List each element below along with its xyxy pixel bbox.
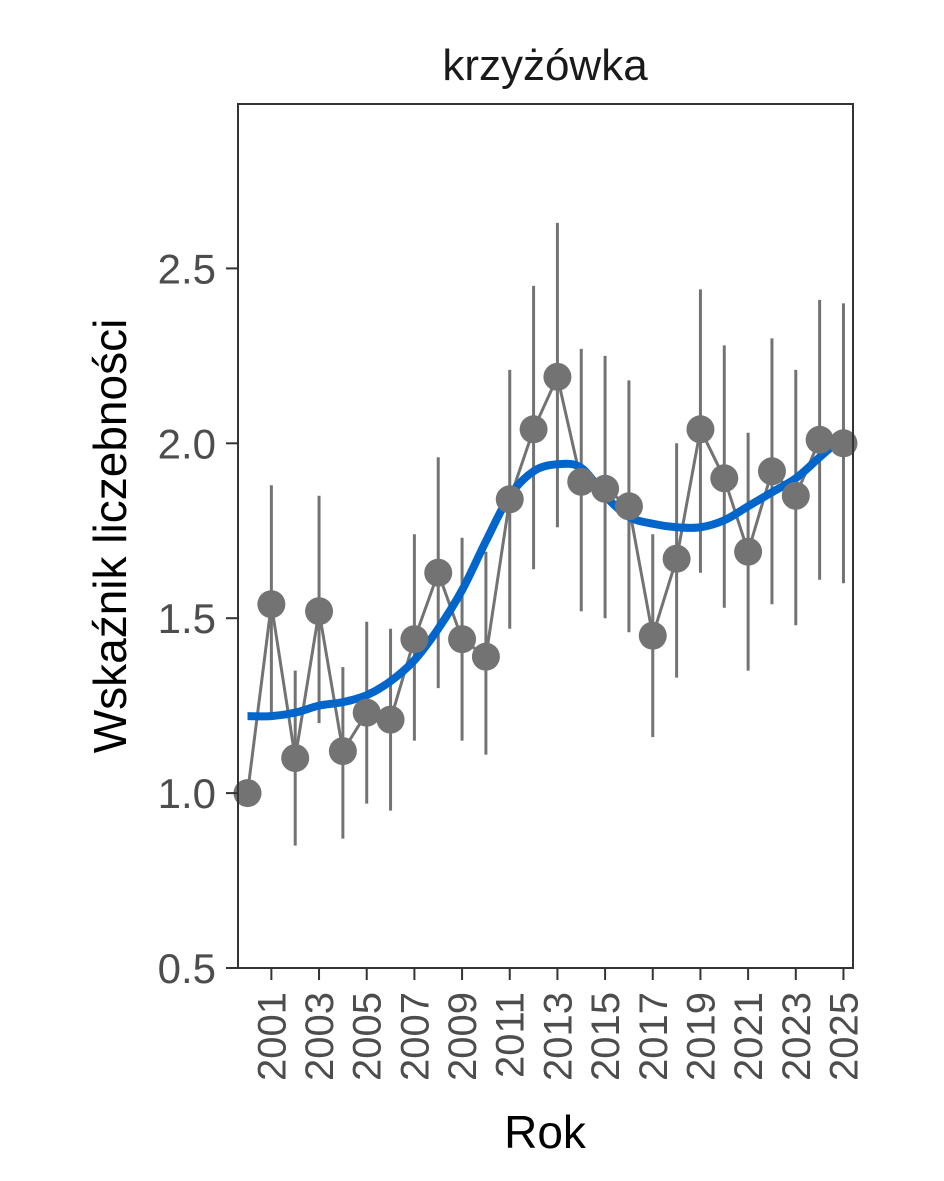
data-point: [376, 705, 405, 734]
y-axis-title: Wskaźnik liczebności: [84, 319, 136, 754]
data-point: [591, 474, 620, 503]
data-point: [710, 464, 739, 493]
x-tick-label: 2021: [727, 992, 771, 1081]
data-point: [757, 457, 786, 486]
data-point: [805, 425, 834, 454]
data-point: [328, 737, 357, 766]
y-tick-label: 1.5: [158, 595, 216, 642]
x-axis: 2001 2003 2005 2007 2009 2011 2013 2015 2017 2019…: [250, 968, 866, 1081]
x-tick-label: 2019: [679, 992, 723, 1081]
y-tick-label: 2.0: [158, 420, 216, 467]
y-tick-label: 0.5: [158, 945, 216, 992]
index-line: [246, 372, 844, 794]
x-tick-label: 2017: [632, 992, 676, 1081]
x-tick-label: 2005: [346, 992, 390, 1081]
x-tick-label: 2001: [250, 992, 294, 1081]
y-tick-label: 2.5: [158, 245, 216, 292]
data-point: [686, 415, 715, 444]
x-tick-label: 2009: [441, 992, 485, 1081]
plot-border: [237, 103, 854, 969]
data-point: [352, 698, 381, 727]
trend-line: [247, 433, 847, 721]
data-point: [519, 415, 548, 444]
data-point: [662, 544, 691, 573]
data-point: [829, 429, 858, 458]
data-point: [257, 590, 286, 619]
y-tick-label: 1.0: [158, 770, 216, 817]
data-point: [638, 621, 667, 650]
data-point: [448, 625, 477, 654]
data-point: [305, 597, 334, 626]
data-point: [543, 362, 572, 391]
chart-title: krzyżówka: [442, 41, 648, 90]
data-point: [471, 642, 500, 671]
data-point: [614, 492, 643, 521]
data-point: [400, 625, 429, 654]
x-axis-title: Rok: [504, 1106, 587, 1158]
y-axis: 0.5 1.0 1.5 2.0 2.5: [158, 245, 238, 992]
x-tick-label: 2023: [775, 992, 819, 1081]
data-point: [781, 481, 810, 510]
data-point: [734, 537, 763, 566]
data-point: [281, 744, 310, 773]
x-tick-label: 2015: [584, 992, 628, 1081]
data-point: [424, 558, 453, 587]
x-tick-label: 2025: [822, 992, 866, 1081]
x-tick-label: 2007: [393, 992, 437, 1081]
x-tick-label: 2013: [536, 992, 580, 1081]
data-point: [233, 779, 262, 808]
plot-area: [233, 222, 858, 846]
data-point: [567, 467, 596, 496]
x-tick-label: 2003: [298, 992, 342, 1081]
x-tick-label: 2011: [489, 992, 533, 1078]
data-point: [495, 485, 524, 514]
